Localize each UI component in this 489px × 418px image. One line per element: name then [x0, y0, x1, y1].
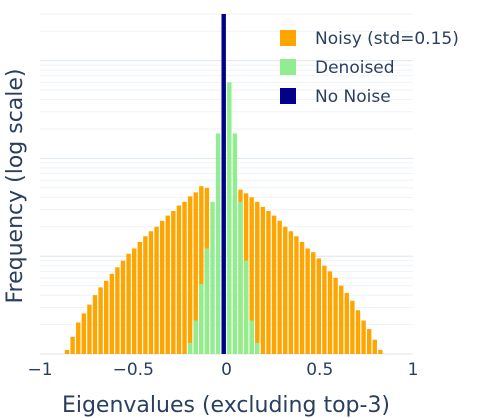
bar-series-0: [115, 267, 120, 354]
legend-swatch: [280, 88, 296, 104]
bar-series-0: [64, 349, 70, 354]
bar-series-0: [299, 241, 305, 354]
bar-series-0: [316, 258, 322, 354]
bar-series-0: [193, 192, 198, 354]
bar-series-0: [76, 322, 81, 354]
bar-series-0: [288, 231, 294, 354]
bar-series-0: [327, 271, 333, 354]
bar-series-0: [70, 336, 75, 354]
bar-series-0: [171, 211, 176, 354]
legend-label: No Noise: [315, 87, 391, 107]
bar-series-1: [255, 342, 260, 354]
bar-series-1: [210, 201, 215, 354]
bar-series-1: [204, 248, 210, 354]
x-tick-label: 0: [221, 360, 232, 380]
bar-series-1: [243, 260, 249, 354]
bar-series-1: [199, 283, 204, 354]
bar-series-0: [339, 285, 344, 354]
bar-series-1: [193, 320, 198, 354]
bar-series-1: [238, 201, 243, 354]
bar-series-0: [355, 310, 361, 354]
bar-series-1: [187, 342, 193, 354]
bar-series-0: [165, 215, 170, 354]
bar-series-0: [333, 277, 338, 354]
bar-series-0: [137, 241, 142, 354]
bar-series-0: [104, 280, 109, 354]
bar-series-0: [154, 226, 159, 354]
bar-series-0: [322, 265, 327, 354]
bar-series-0: [271, 215, 277, 354]
bar-series-0: [266, 211, 271, 354]
bar-series-0: [120, 260, 126, 354]
bar-series-0: [283, 226, 288, 354]
x-tick-label: −0.5: [113, 360, 154, 380]
bar-series-0: [131, 248, 137, 354]
bars-layer: [64, 14, 383, 354]
bar-series-0: [159, 220, 165, 354]
bar-series-0: [87, 304, 92, 354]
legend-label: Denoised: [315, 58, 395, 78]
bar-series-0: [361, 320, 366, 354]
x-axis-title: Eigenvalues (excluding top-3): [62, 393, 390, 418]
bar-series-0: [148, 231, 154, 354]
bar-series-0: [378, 349, 383, 354]
bar-series-0: [81, 313, 87, 354]
legend-swatch: [280, 30, 296, 46]
bar-series-0: [249, 197, 254, 354]
bar-series-1: [227, 82, 232, 354]
x-tick-label: −1: [27, 360, 52, 380]
bar-series-1: [215, 133, 221, 354]
bar-series-0: [311, 252, 316, 354]
bar-series-0: [277, 220, 282, 354]
bar-series-0: [143, 236, 148, 354]
x-tick-labels: −1 −0.5 0 0.5 1: [27, 360, 418, 380]
x-tick-label: 1: [408, 360, 419, 380]
bar-series-0: [92, 295, 98, 354]
legend-swatch: [280, 59, 296, 75]
bar-series-0: [366, 329, 372, 354]
legend-label: Noisy (std=0.15): [315, 29, 459, 49]
bar-series-0: [260, 206, 266, 354]
bar-series-0: [176, 205, 182, 354]
bar-series-0: [187, 196, 193, 354]
bar-series-0: [350, 300, 355, 354]
bar-series-0: [109, 273, 114, 354]
bar-series-0: [126, 253, 131, 354]
y-axis-title: Frequency (log scale): [3, 68, 28, 303]
bar-series-0: [372, 339, 377, 354]
bar-series-1: [232, 133, 238, 354]
bar-series-0: [294, 236, 299, 354]
bar-series-0: [199, 186, 204, 354]
bar-series-0: [255, 201, 260, 354]
bar-series-0: [344, 293, 349, 354]
bar-series-1: [249, 320, 254, 354]
legend: Noisy (std=0.15) Denoised No Noise: [280, 29, 459, 107]
bar-series-0: [182, 201, 187, 354]
x-tick-label: 0.5: [306, 360, 333, 380]
bar-series-0: [305, 248, 310, 354]
bar-series-2: [221, 14, 226, 354]
bar-series-0: [98, 287, 103, 354]
